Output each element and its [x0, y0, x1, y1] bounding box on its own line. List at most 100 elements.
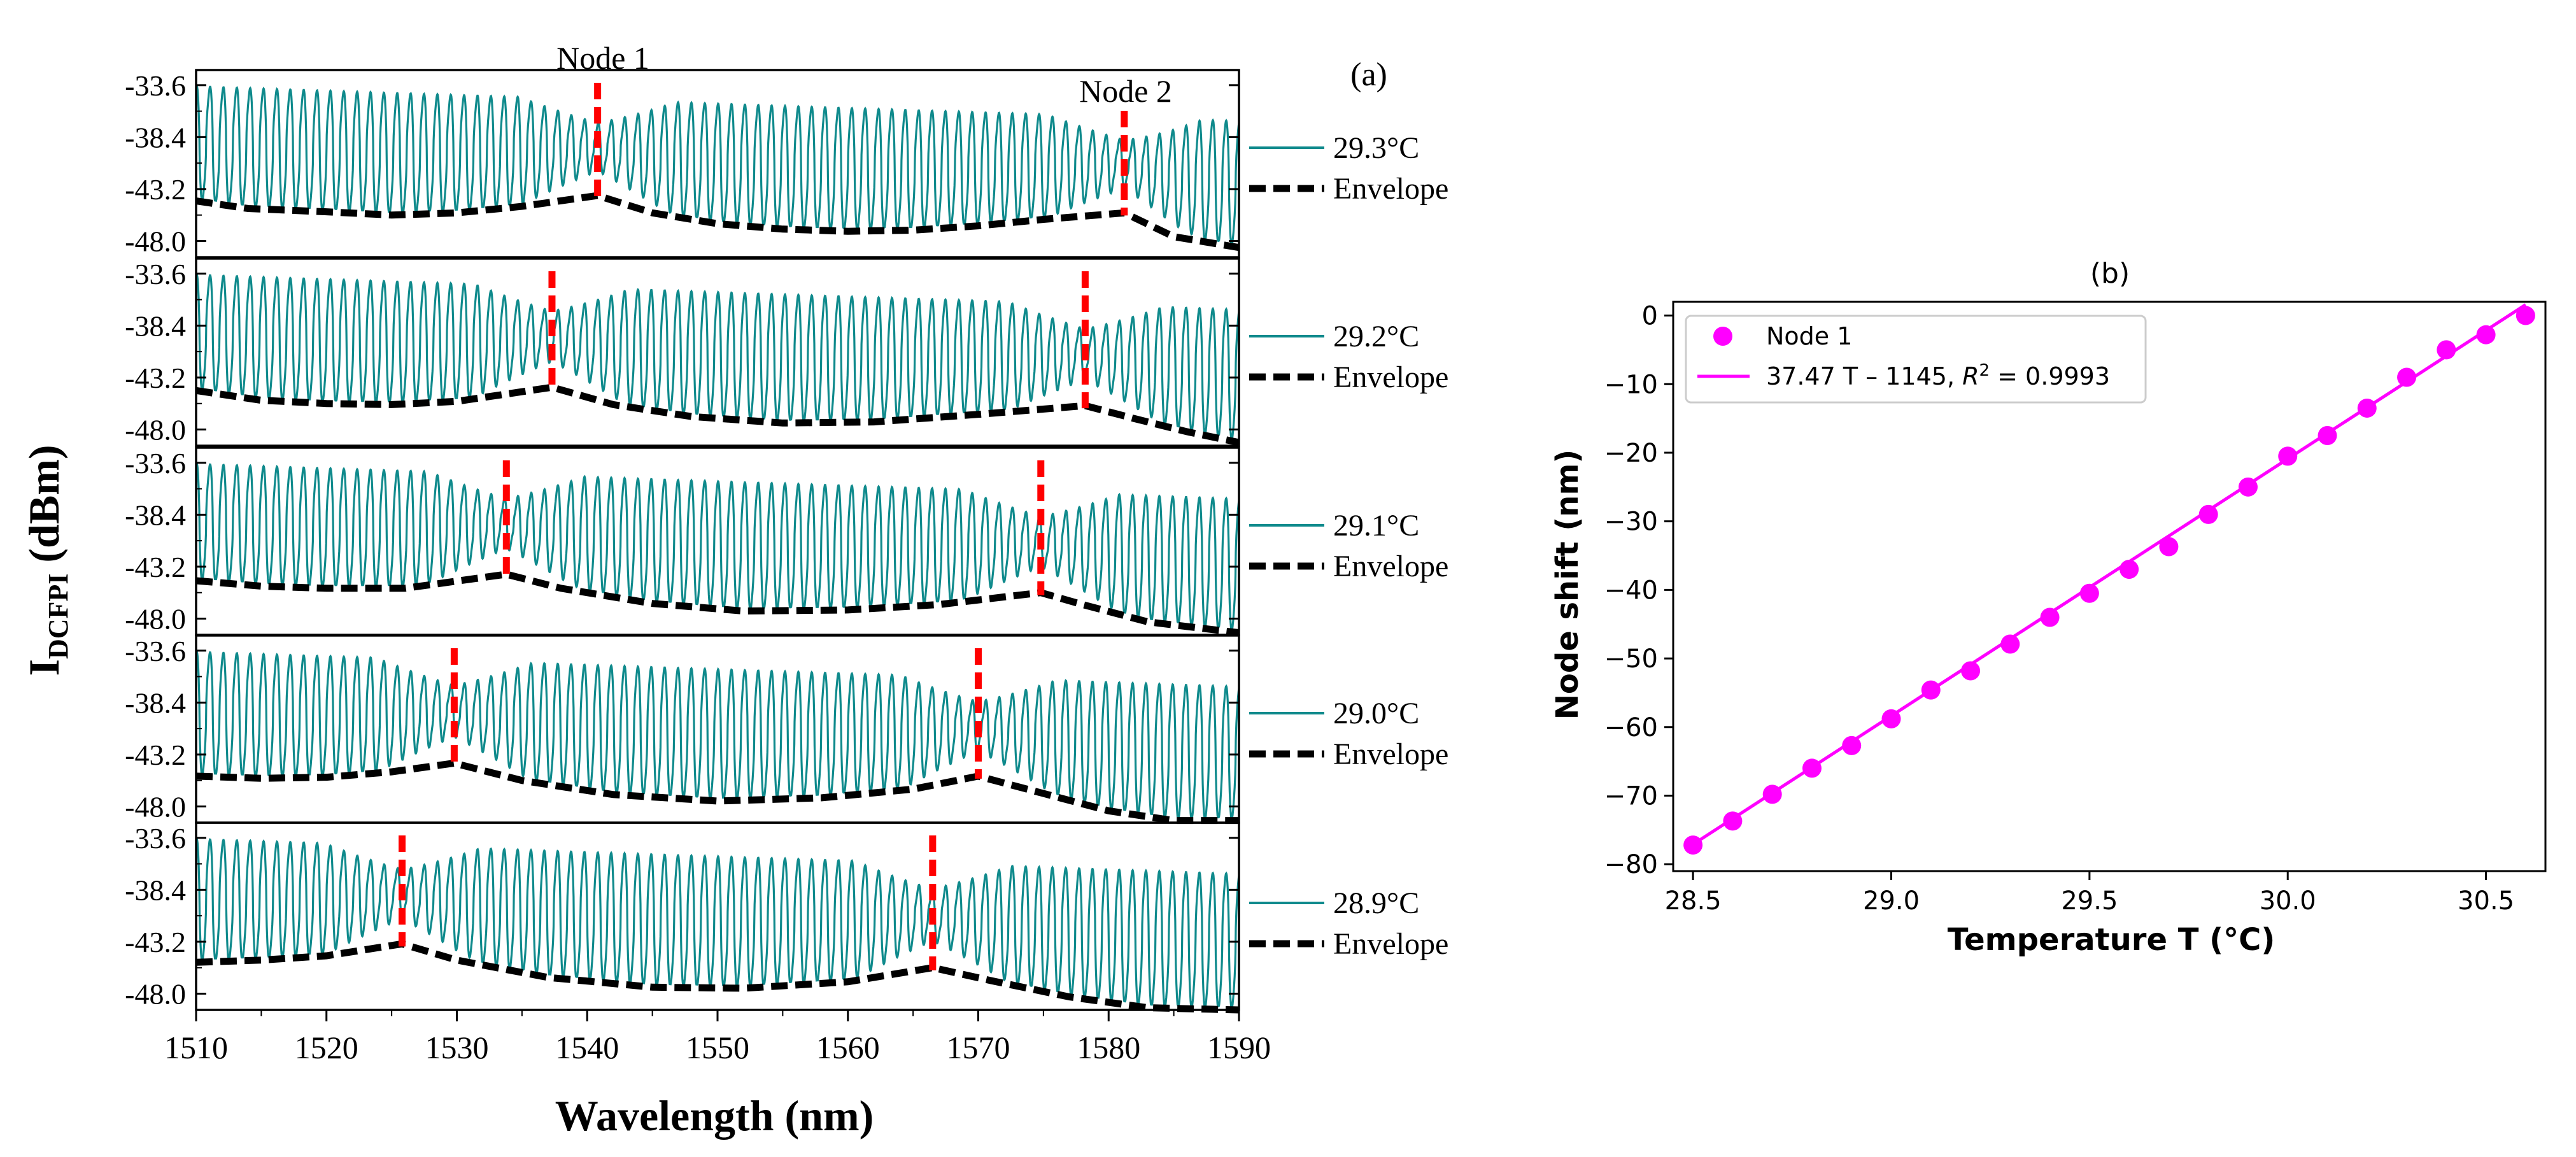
y-tick-label: −80	[1604, 850, 1658, 879]
legend-envelope: Envelope	[1333, 172, 1448, 206]
panel-a: -33.6-38.4-43.2-48.029.3°CEnvelope-33.6-…	[20, 40, 1448, 1140]
y-tick-label: -43.2	[125, 551, 186, 583]
y-tick-label: −10	[1604, 370, 1658, 399]
y-tick-label: -48.0	[125, 791, 186, 823]
x-tick-label: 30.5	[2458, 886, 2514, 916]
subplot-2: -33.6 -38.4 -43.2 -48.0 29.2°C Envelope	[125, 257, 1448, 447]
legend-temperature: 29.2°C	[1333, 320, 1419, 353]
legend-envelope: Envelope	[1333, 550, 1448, 583]
y-tick-label: -33.6	[125, 258, 186, 290]
plot-frame	[1672, 301, 2547, 872]
y-tick-label: -33.6	[125, 69, 186, 102]
data-point	[1683, 835, 1703, 855]
y-tick-label: -43.2	[125, 926, 186, 958]
x-tick-label: 29.5	[2061, 886, 2118, 916]
x-tick-label: 1550	[686, 1030, 749, 1065]
y-tick-label: -33.6	[125, 447, 186, 479]
y-tick-label: -38.4	[125, 121, 186, 153]
data-point	[2516, 306, 2535, 325]
interference-trace	[195, 85, 1240, 245]
y-tick-label: -38.4	[125, 499, 186, 531]
data-point	[2397, 367, 2417, 387]
y-tick-label: -48.0	[125, 225, 186, 258]
interference-trace	[195, 649, 1240, 819]
x-tick-label: 1520	[295, 1030, 358, 1065]
data-point	[1723, 811, 1743, 831]
circle-marker-icon	[1713, 327, 1732, 346]
panel-a-ylabel: IDCFPI (dBm)	[20, 444, 74, 676]
legend-node1-label: Node 1	[1766, 322, 1852, 350]
x-tick-label: 30.0	[2260, 886, 2316, 916]
x-tick-label: 1580	[1077, 1030, 1140, 1065]
data-point	[2238, 477, 2258, 497]
y-tick-label: -38.4	[125, 874, 186, 906]
legend-envelope: Envelope	[1333, 360, 1448, 394]
data-point	[2159, 537, 2179, 557]
x-tick-label: 1560	[816, 1030, 880, 1065]
panel-a-x-axis: 1510 1520 1530 1540 1550 1560 1570 1580 1590	[164, 1010, 1271, 1065]
panel-b: (b) 28.5 29.0 29.5 30.0 30.5 0 −10 −20 −30 −40 −50…	[1550, 257, 2547, 958]
y-tick-label: -43.2	[125, 173, 186, 206]
x-tick-label: 1590	[1207, 1030, 1271, 1065]
node-1-label: Node 1	[556, 40, 649, 76]
y-tick-label: -38.4	[125, 309, 186, 342]
data-point	[2437, 340, 2456, 360]
subplot-3: -33.6 -38.4 -43.2 -48.0 29.1°C Envelope	[125, 446, 1448, 637]
data-point	[1961, 661, 1981, 681]
legend-envelope: Envelope	[1333, 737, 1448, 771]
envelope-line	[195, 192, 1240, 252]
x-tick-label: 1570	[947, 1030, 1010, 1065]
y-tick-label: 0	[1642, 302, 1658, 331]
panel-b-legend: Node 1 37.47 T – 1145, R2 = 0.9993	[1685, 315, 2147, 404]
y-tick-label: -38.4	[125, 686, 186, 719]
data-point	[1762, 784, 1782, 804]
data-point	[2079, 583, 2099, 603]
data-point	[2278, 446, 2298, 466]
x-tick-label: 1540	[555, 1030, 619, 1065]
y-tick-label: -43.2	[125, 739, 186, 771]
fit-line	[1692, 303, 2527, 846]
data-point	[1921, 680, 1941, 700]
y-tick-label: −20	[1604, 439, 1658, 468]
legend-fit-label: 37.47 T – 1145, R2 = 0.9993	[1766, 361, 2110, 390]
legend-temperature: 29.0°C	[1333, 697, 1419, 730]
panel-a-subplots: -33.6-38.4-43.2-48.029.3°CEnvelope-33.6-…	[125, 69, 1448, 1014]
panel-a-xlabel: Wavelength (nm)	[555, 1091, 874, 1140]
data-point	[2040, 607, 2060, 627]
panel-b-ylabel: Node shift (nm)	[1550, 450, 1585, 720]
y-tick-label: -48.0	[125, 978, 186, 1011]
legend-temperature: 29.1°C	[1333, 509, 1419, 543]
y-tick-label: −40	[1604, 576, 1658, 605]
x-tick-label: 28.5	[1665, 886, 1722, 916]
envelope-line	[195, 759, 1239, 825]
panel-a-label: (a)	[1350, 57, 1387, 93]
legend-temperature: 28.9°C	[1333, 886, 1419, 920]
data-point	[2476, 325, 2496, 344]
ylabel-unit: (dBm)	[20, 444, 68, 562]
x-tick-label: 1530	[425, 1030, 489, 1065]
x-tick-label: 1510	[164, 1030, 228, 1065]
subplot-5: -33.6 -38.4 -43.2 -48.0 28.9°C Envelope	[125, 821, 1448, 1014]
envelope-line	[195, 383, 1240, 446]
interference-trace	[195, 837, 1240, 1008]
data-point	[1802, 758, 1822, 778]
y-tick-label: -48.0	[125, 603, 186, 635]
subplot-4: -33.6 -38.4 -43.2 -48.0 29.0°C Envelope	[125, 634, 1448, 825]
interference-trace	[195, 273, 1240, 439]
data-point	[1842, 735, 1862, 755]
y-tick-label: -43.2	[125, 362, 186, 394]
y-tick-label: -33.6	[125, 635, 186, 667]
interference-trace	[195, 462, 1240, 630]
data-point	[2000, 634, 2020, 654]
data-point	[2120, 560, 2139, 579]
y-tick-label: −30	[1604, 508, 1658, 537]
panel-b-xlabel: Temperature T (°C)	[1948, 922, 2275, 958]
panel-b-title: (b)	[2090, 257, 2130, 290]
data-point	[2357, 398, 2377, 418]
data-point	[2198, 504, 2218, 524]
y-tick-label: −70	[1604, 782, 1658, 811]
panel-b-plot: 28.5 29.0 29.5 30.0 30.5 0 −10 −20 −30 −40 −50 −60 −…	[1604, 301, 2547, 916]
y-tick-label: −50	[1604, 644, 1658, 674]
subplot-1: -33.6 -38.4 -43.2 -48.0 29.3°C Envelope	[125, 69, 1448, 259]
